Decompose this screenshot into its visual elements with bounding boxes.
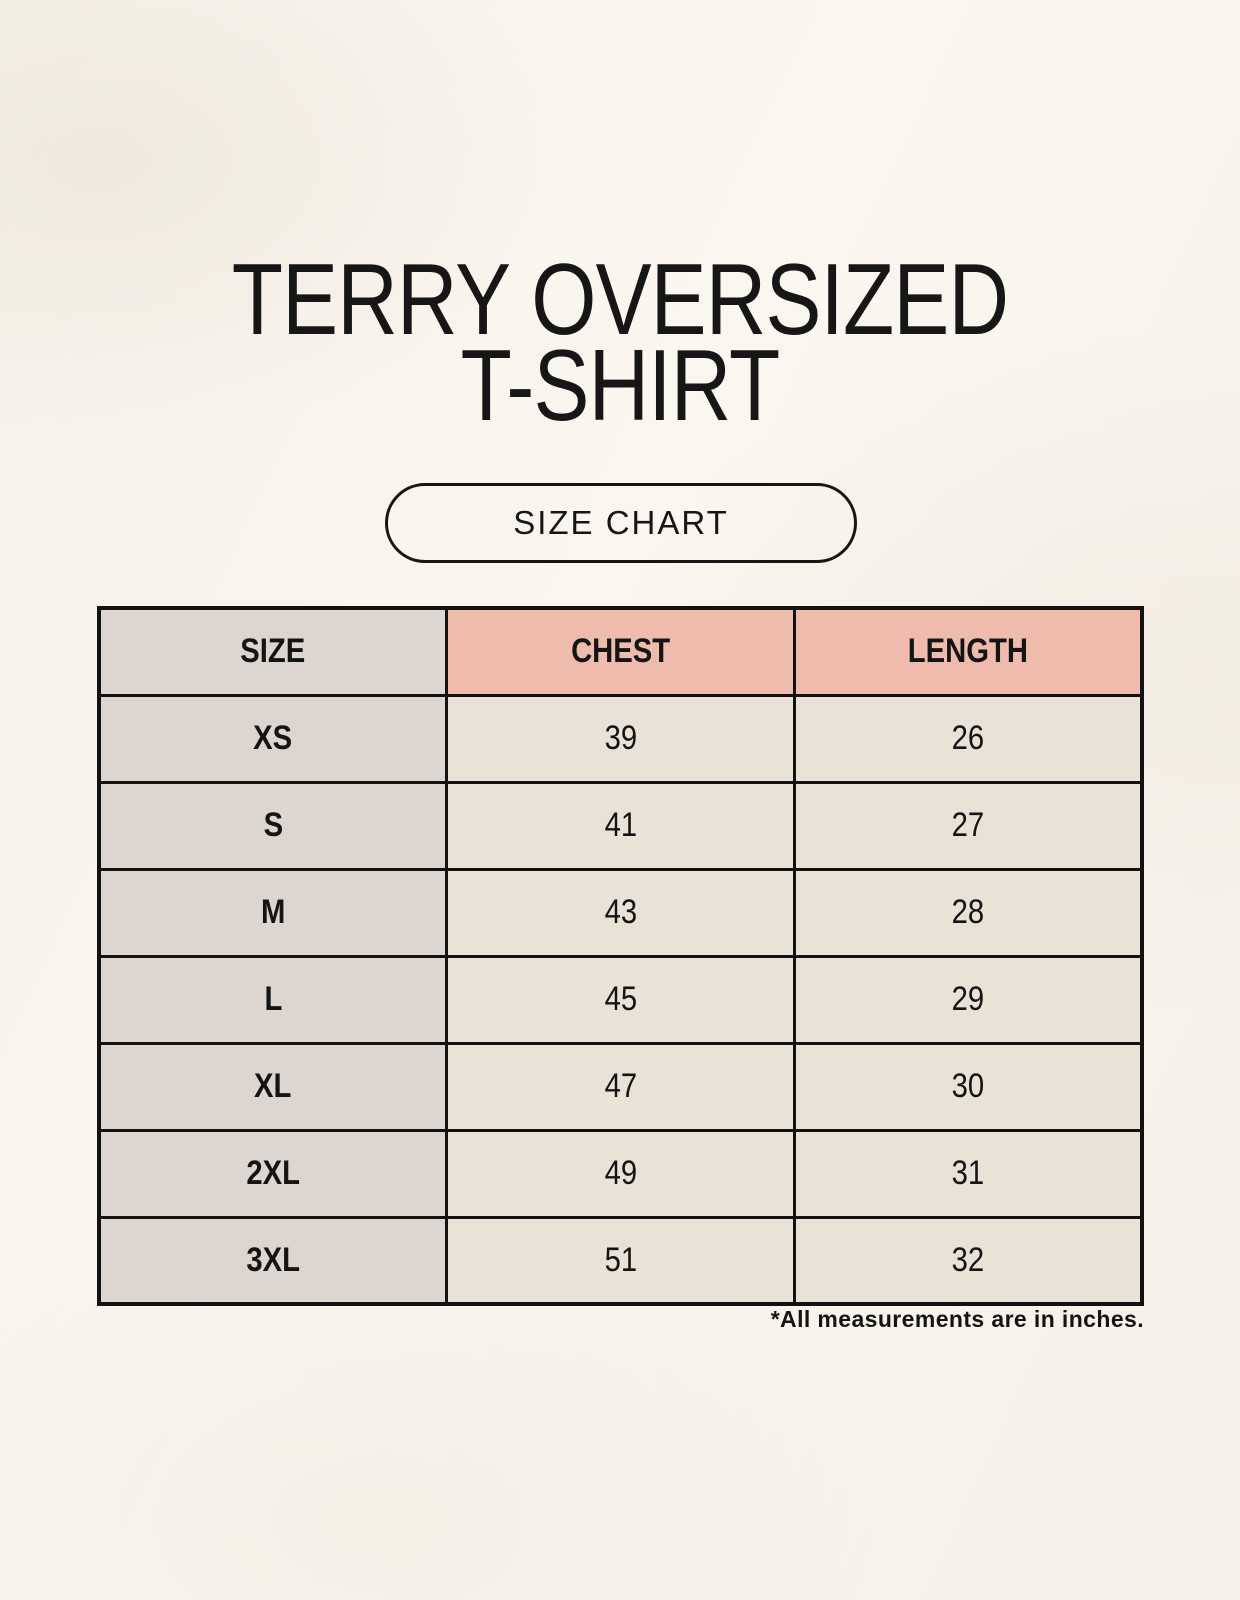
size-cell: L	[97, 954, 449, 1045]
page-title-line1: TERRY OVERSIZED	[231, 244, 1009, 356]
length-cell: 26	[792, 693, 1144, 784]
chest-cell: 47	[445, 1041, 796, 1132]
table-row: XL 47 30	[97, 1041, 1144, 1132]
length-cell: 27	[792, 780, 1144, 871]
table-row: 2XL 49 31	[97, 1128, 1144, 1219]
chest-cell: 45	[445, 954, 796, 1045]
chest-cell: 39	[445, 693, 796, 784]
size-chart-button[interactable]: SIZE CHART	[385, 483, 857, 563]
page-title-line2: T-SHIRT	[460, 329, 780, 442]
chest-cell: 41	[445, 780, 796, 871]
length-cell: 32	[792, 1215, 1144, 1306]
table-row: M 43 28	[97, 867, 1144, 958]
column-header-length: LENGTH	[792, 606, 1144, 697]
length-cell: 30	[792, 1041, 1144, 1132]
column-header-chest: CHEST	[445, 606, 796, 697]
size-table: SIZE CHEST LENGTH XS 39 26 S 41 27 M 43 …	[97, 606, 1144, 1306]
chest-cell: 51	[445, 1215, 796, 1306]
size-chart-button-label: SIZE CHART	[513, 504, 729, 541]
length-cell: 29	[792, 954, 1144, 1045]
length-cell: 31	[792, 1128, 1144, 1219]
table-row: XS 39 26	[97, 693, 1144, 784]
table-row: L 45 29	[97, 954, 1144, 1045]
size-cell: 2XL	[97, 1128, 449, 1219]
size-cell: XL	[97, 1041, 449, 1132]
chest-cell: 43	[445, 867, 796, 958]
chest-cell: 49	[445, 1128, 796, 1219]
table-header-row: SIZE CHEST LENGTH	[97, 606, 1144, 697]
size-cell: 3XL	[97, 1215, 449, 1306]
length-cell: 28	[792, 867, 1144, 958]
size-cell: S	[97, 780, 449, 871]
column-header-size: SIZE	[97, 606, 449, 697]
page-title: TERRY OVERSIZED T-SHIRT	[105, 250, 1134, 437]
size-cell: XS	[97, 693, 449, 784]
measurements-footnote: *All measurements are in inches.	[770, 1306, 1144, 1332]
table-row: 3XL 51 32	[97, 1215, 1144, 1306]
table-row: S 41 27	[97, 780, 1144, 871]
size-cell: M	[97, 867, 449, 958]
